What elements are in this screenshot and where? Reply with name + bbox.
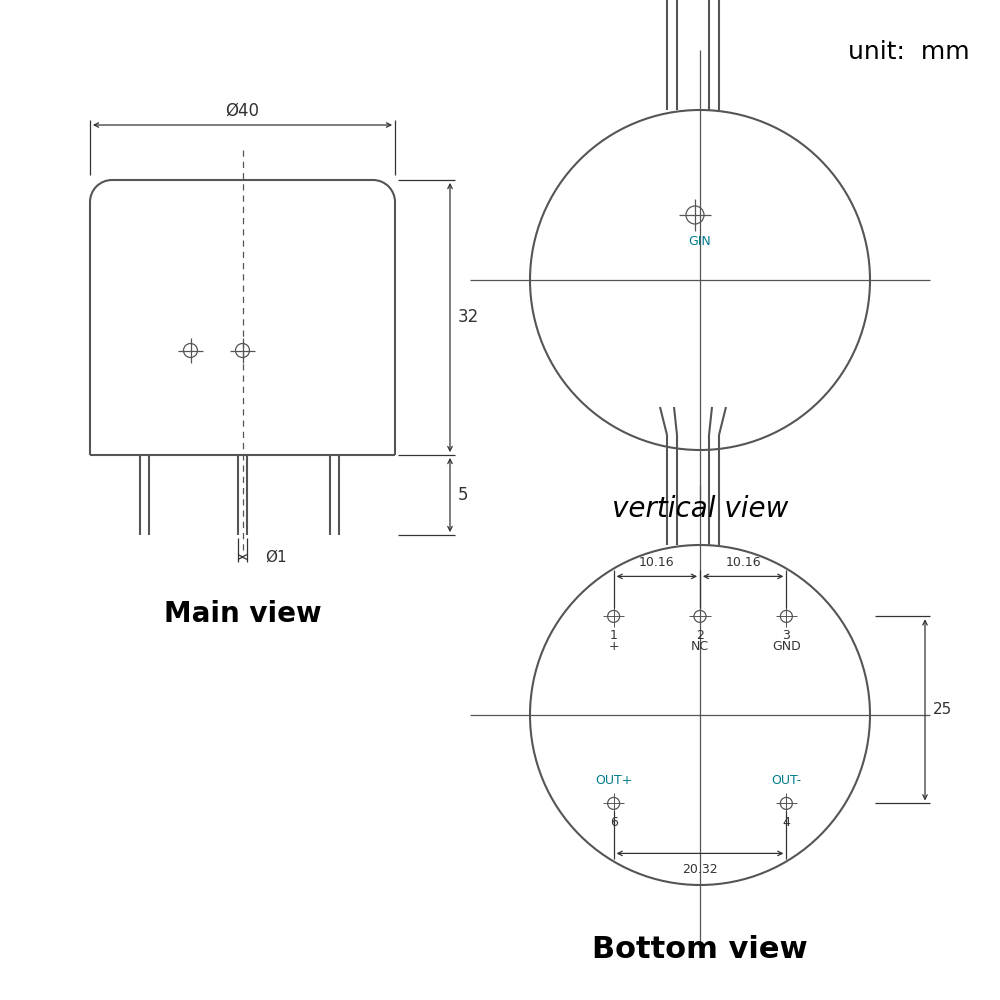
Text: Ø40: Ø40 [226, 102, 260, 120]
Text: OUT+: OUT+ [595, 774, 632, 787]
Text: 3: 3 [782, 629, 790, 642]
Text: vertical view: vertical view [612, 495, 788, 523]
Text: 25: 25 [933, 702, 952, 717]
Text: Main view: Main view [164, 600, 321, 628]
Text: 32: 32 [458, 308, 479, 326]
Text: GND: GND [772, 640, 801, 653]
Text: NC: NC [691, 640, 709, 653]
Text: OUT-: OUT- [771, 774, 801, 787]
Text: 4: 4 [782, 816, 790, 829]
Text: GIN: GIN [689, 235, 711, 248]
Text: unit:  mm: unit: mm [848, 40, 970, 64]
Text: Bottom view: Bottom view [592, 935, 808, 964]
Text: 6: 6 [610, 816, 618, 829]
Text: 10.16: 10.16 [725, 556, 761, 569]
Text: 2: 2 [696, 629, 704, 642]
Text: 1: 1 [610, 629, 618, 642]
Text: +: + [608, 640, 619, 653]
Text: 5: 5 [458, 486, 468, 504]
Text: 10.16: 10.16 [639, 556, 675, 569]
Text: 20.32: 20.32 [682, 863, 718, 876]
Text: Ø1: Ø1 [265, 550, 287, 564]
